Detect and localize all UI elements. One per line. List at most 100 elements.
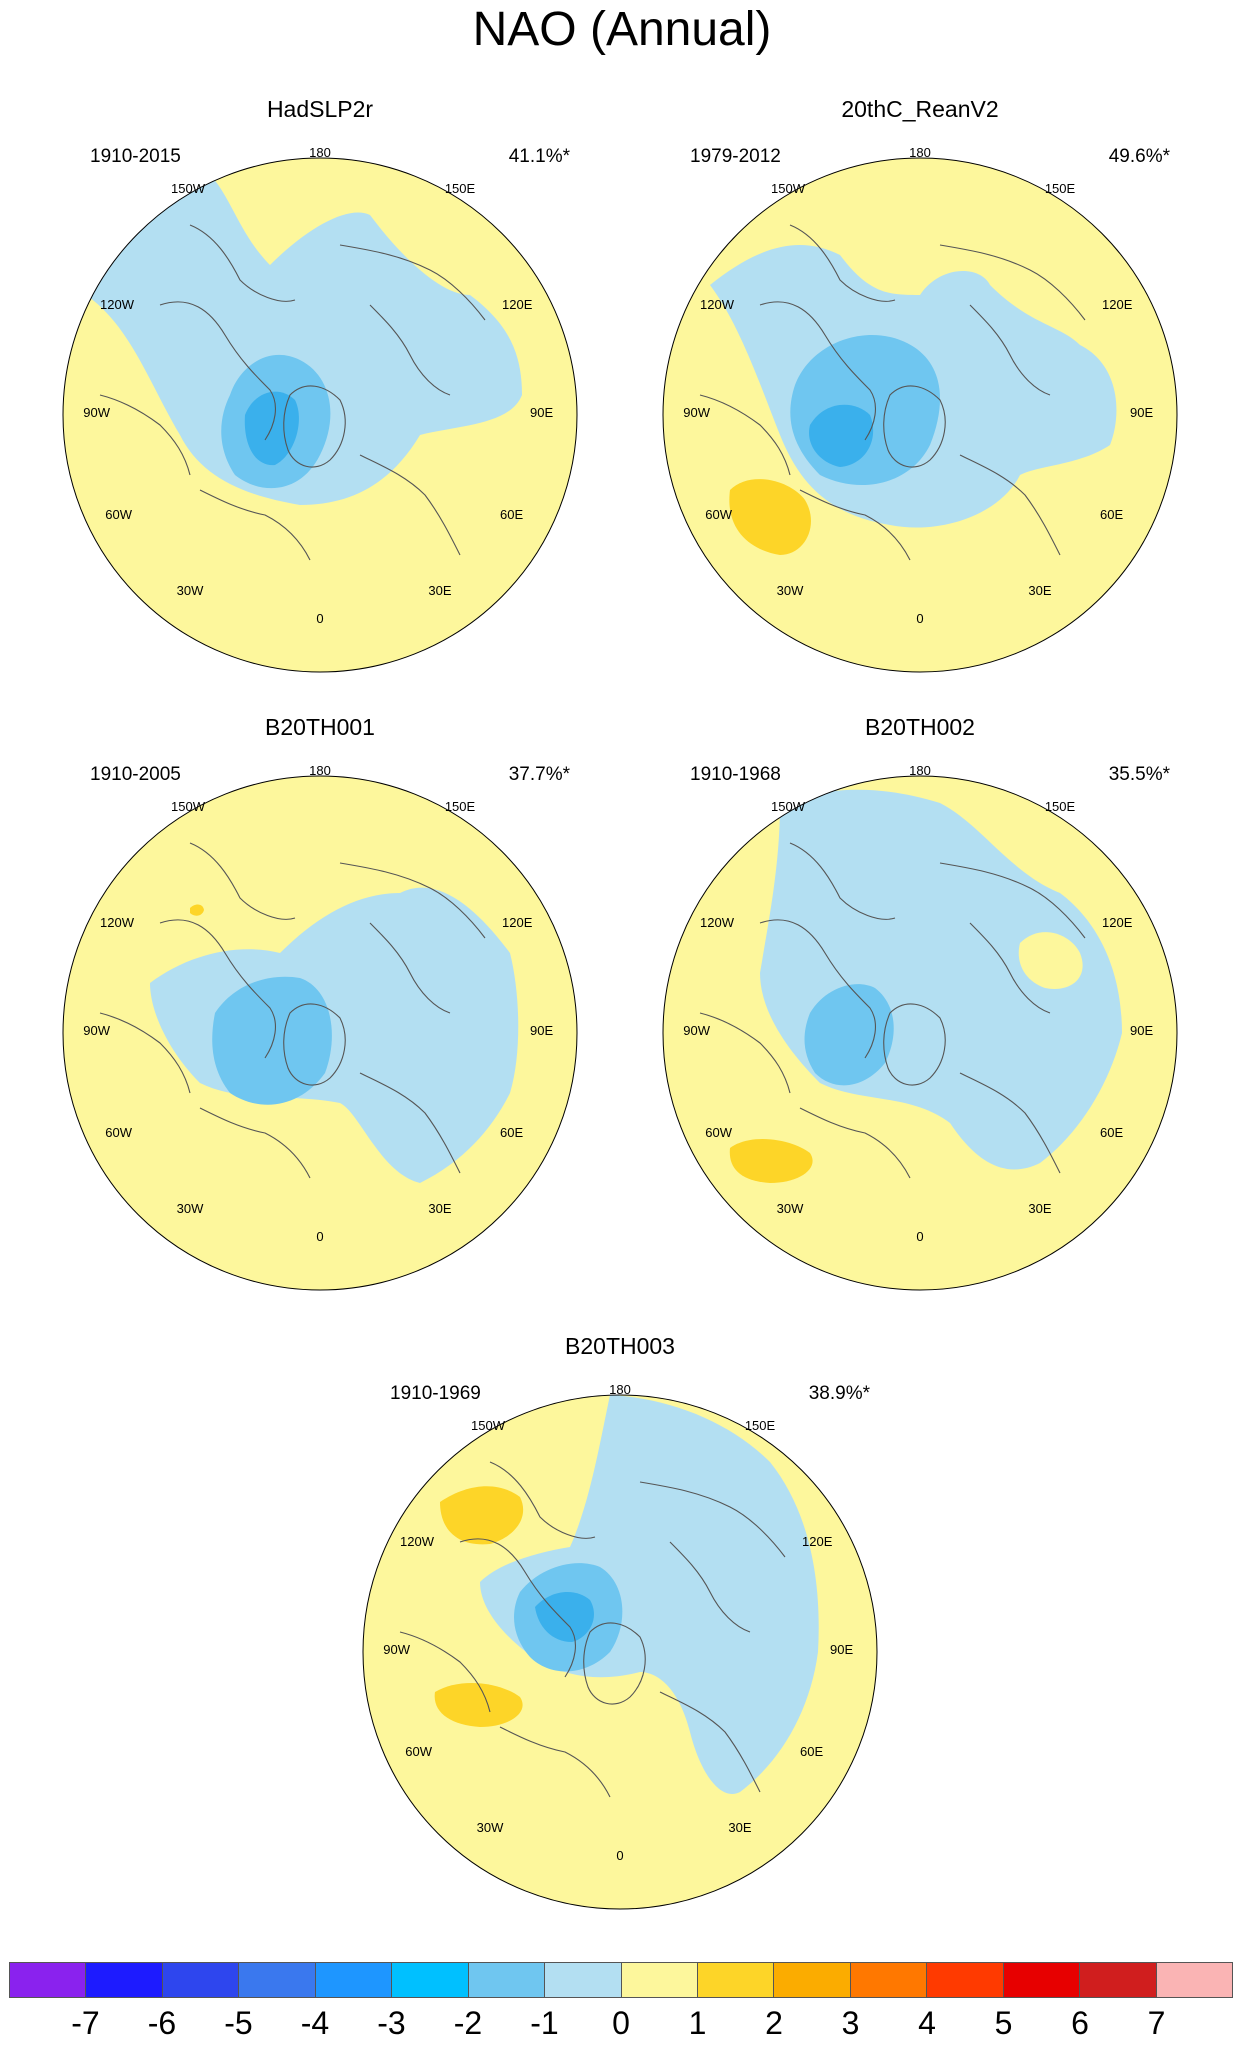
contour-region — [440, 1486, 524, 1545]
longitude-label: 120E — [502, 915, 533, 930]
panel-title: 20thC_ReanV2 — [841, 96, 999, 122]
polar-map: 180 150E 120E 90E 60E 30E 0 30W 60W 90W 120W 150W — [362, 1382, 878, 1910]
colorbar-label: -1 — [530, 2005, 559, 2041]
colorbar-box — [239, 1963, 316, 1997]
coastline — [159, 301, 276, 441]
contour-region — [480, 1395, 819, 1794]
longitude-label: 150E — [445, 799, 476, 814]
colorbar-label: 4 — [918, 2005, 936, 2041]
colorbar-box — [468, 1963, 546, 1997]
longitude-label: 90E — [1130, 1023, 1153, 1038]
coastline — [969, 304, 1051, 396]
longitude-label: 180 — [309, 145, 331, 160]
colorbar-box — [10, 1963, 87, 1997]
coastline — [499, 1726, 611, 1798]
longitude-label: 60W — [105, 1125, 132, 1140]
colorbar-box — [545, 1963, 622, 1997]
longitude-label: 120E — [1102, 297, 1133, 312]
panel-variance: 37.7%* — [508, 764, 570, 785]
longitude-label: 30W — [177, 1201, 204, 1216]
colorbar-label: -7 — [71, 2005, 100, 2041]
longitude-label: 120W — [400, 1534, 435, 1549]
longitude-label: 60E — [500, 507, 523, 522]
colorbar-box — [1080, 1963, 1157, 1997]
contour-region — [535, 1591, 594, 1642]
longitude-label: 30W — [477, 1820, 504, 1835]
panel-b20th003: B20TH003 1910-1969 38.9%* 180 150E 120E 90E… — [340, 1332, 900, 1932]
polar-map: 180 150E 120E 90E 60E 30E 0 30W 60W 90W 120W 150W — [662, 145, 1178, 673]
coastline — [459, 1538, 576, 1678]
longitude-label: 150E — [445, 181, 476, 196]
coastline — [189, 842, 296, 920]
colorbar-box — [1003, 1963, 1081, 1997]
longitude-label: 60E — [1100, 1125, 1123, 1140]
contour-region — [1018, 932, 1083, 989]
coastline — [759, 919, 876, 1059]
map-border — [62, 157, 578, 673]
coastline — [99, 394, 191, 476]
longitude-label: 30W — [177, 583, 204, 598]
longitude-label: 150E — [1045, 181, 1076, 196]
longitude-label: 30E — [1028, 1201, 1051, 1216]
coastline — [489, 1461, 596, 1539]
longitude-label: 60W — [405, 1744, 432, 1759]
coastline — [359, 454, 461, 556]
longitude-label: 150W — [771, 799, 806, 814]
colorbar-label: 7 — [1147, 2005, 1166, 2041]
colorbar-box — [315, 1963, 393, 1997]
panel-variance: 35.5%* — [1108, 764, 1170, 785]
longitude-label: 90W — [683, 1023, 710, 1038]
colorbar-label: -4 — [300, 2005, 330, 2041]
longitude-label: 150W — [171, 181, 206, 196]
longitude-label: 30W — [777, 1201, 804, 1216]
coastline — [699, 394, 791, 476]
longitude-label: 90W — [383, 1642, 410, 1657]
longitude-label: 90W — [683, 405, 710, 420]
colorbar-label: 0 — [612, 2005, 630, 2041]
contour-region — [434, 1682, 523, 1727]
polar-map: 180 150E 120E 90E 60E 30E 0 30W 60W 90W 120W 150W — [62, 763, 578, 1291]
longitude-label: 60E — [500, 1125, 523, 1140]
longitude-label: 120E — [802, 1534, 833, 1549]
panel-b20th001: B20TH001 1910-2005 37.7%* 180 150E 120E 90E… — [40, 713, 600, 1313]
longitude-label: 150W — [471, 1418, 506, 1433]
colorbar-box — [1156, 1963, 1232, 1997]
colorbar-label: -6 — [147, 2005, 177, 2041]
colorbar-box — [697, 1963, 775, 1997]
coastline — [759, 301, 876, 441]
panel-hadslp2r: HadSLP2r 1910-2015 41.1%* 180 150E 120E 90E… — [40, 95, 600, 695]
map-field — [663, 158, 1177, 672]
colorbar-label: 1 — [688, 2005, 707, 2041]
longitude-label: 150E — [1045, 799, 1076, 814]
contour-region — [729, 479, 811, 555]
panel-period: 1910-1969 — [390, 1383, 481, 1404]
panel-title: B20TH003 — [565, 1333, 675, 1359]
coastline — [159, 919, 276, 1059]
panel-b20th002: B20TH002 1910-1968 35.5%* 180 150E 120E 90E… — [640, 713, 1200, 1313]
panel-period: 1910-2015 — [90, 146, 181, 167]
contour-region — [809, 404, 874, 467]
longitude-label: 180 — [909, 763, 931, 778]
coastline — [883, 385, 946, 468]
longitude-label: 0 — [616, 1848, 623, 1863]
coastlines — [399, 1461, 786, 1798]
colorbar-label: 5 — [994, 2005, 1013, 2041]
coastline — [659, 1691, 761, 1793]
longitude-label: 60E — [1100, 507, 1123, 522]
colorbar-labels: -7 -6 -5 -4 -3 -2 -1 0 1 2 3 4 5 6 7 — [9, 2004, 1233, 2044]
longitude-label: 0 — [316, 611, 323, 626]
longitude-label: 120W — [700, 915, 735, 930]
coastline — [99, 1012, 191, 1094]
colorbar-label: -3 — [377, 2005, 406, 2041]
longitude-label: 90E — [530, 1023, 553, 1038]
longitude-label: 150W — [771, 181, 806, 196]
colorbar-box — [392, 1963, 469, 1997]
panel-title: HadSLP2r — [266, 96, 374, 122]
panel-period: 1910-1968 — [690, 764, 781, 785]
longitude-label: 0 — [916, 1229, 923, 1244]
longitude-label: 90E — [830, 1642, 853, 1657]
longitude-label: 120E — [1102, 915, 1133, 930]
coastline — [583, 1622, 646, 1705]
longitude-label: 30W — [777, 583, 804, 598]
coastline — [199, 489, 311, 561]
